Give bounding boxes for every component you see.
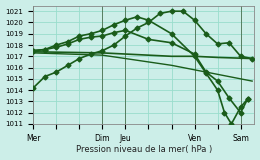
X-axis label: Pression niveau de la mer( hPa ): Pression niveau de la mer( hPa ): [76, 145, 212, 154]
